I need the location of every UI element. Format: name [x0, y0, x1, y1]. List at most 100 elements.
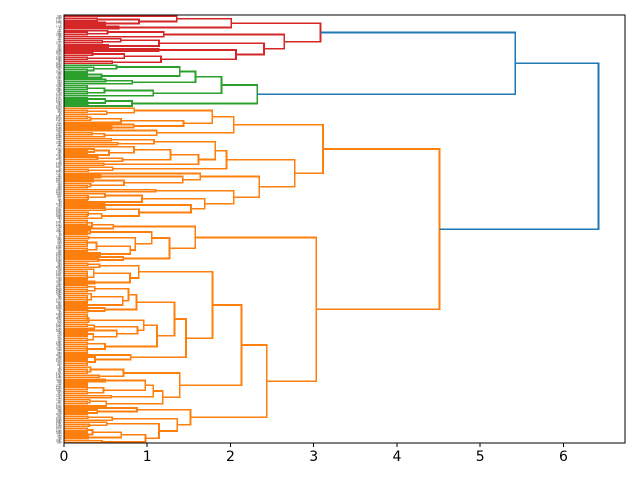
leaf-label: 1224: [56, 360, 62, 363]
leaf-label: 1468: [56, 313, 62, 316]
leaf-label: 1314: [56, 395, 62, 398]
leaf-label: 1525: [56, 42, 62, 45]
leaf-label: 50: [59, 233, 62, 236]
leaf-label: 153: [57, 340, 62, 343]
leaf-label: 534: [57, 132, 62, 135]
leaf-label: 1079: [56, 407, 62, 410]
leaf-label: 899: [57, 442, 62, 445]
leaf-label: 1473: [56, 99, 62, 102]
leaf-label: 54: [59, 366, 62, 369]
leaf-label: 830: [57, 195, 62, 198]
leaf-label: 95: [59, 311, 62, 314]
leaf-label: 508: [57, 83, 62, 86]
leaf-label: 417: [57, 227, 62, 230]
leaf-label: 1086: [56, 429, 62, 432]
leaf-label: 1507: [56, 166, 62, 169]
leaf-label: 403: [57, 91, 62, 94]
leaf-label: 2065: [56, 329, 62, 332]
leaf-label: 1575: [56, 287, 62, 290]
leaf-label: 1324: [56, 148, 62, 151]
leaf-label: 378: [57, 338, 62, 341]
leaf-label: 1062: [56, 293, 62, 296]
leaf-label: 1127: [56, 236, 62, 239]
leaf-label: 1050: [56, 254, 62, 257]
leaf-label: 1188: [56, 162, 62, 165]
leaf-label: 546: [57, 15, 62, 18]
leaf-label: 1522: [56, 405, 62, 408]
leaf-label: 1288: [56, 136, 62, 139]
leaf-label: 1173: [56, 399, 62, 402]
leaf-label: 553: [57, 433, 62, 436]
leaf-label: 1745: [56, 423, 62, 426]
leaf-label: 1974: [56, 180, 62, 183]
green-cluster-links: [64, 64, 258, 107]
leaf-label: 1263: [56, 223, 62, 226]
leaf-label: 1450: [56, 85, 62, 88]
leaf-label: 1049: [56, 127, 62, 130]
leaf-label: 531: [57, 44, 62, 47]
leaf-label: 1449: [56, 21, 62, 24]
leaf-label: 156: [57, 368, 62, 371]
leaf-label: 2039: [56, 64, 62, 67]
leaf-label: 962: [57, 48, 62, 51]
leaf-label: 1967: [56, 284, 62, 287]
leaf-label: 1561: [56, 134, 62, 137]
leaf-label: 557: [57, 335, 62, 338]
leaf-label: 321: [57, 303, 62, 306]
leaf-label: 221: [57, 30, 62, 33]
leaf-label: 1600: [56, 58, 62, 61]
leaf-label: 1338: [56, 425, 62, 428]
leaf-label: 434: [57, 391, 62, 394]
leaf-label: 799: [57, 60, 62, 63]
leaf-label: 622: [57, 121, 62, 124]
leaf-label: 127: [57, 370, 62, 373]
leaf-label: 746: [57, 297, 62, 300]
leaf-label: 1745: [56, 327, 62, 330]
leaf-label: 1612: [56, 138, 62, 141]
leaf-label: 1736: [56, 225, 62, 228]
leaf-label: 736: [57, 331, 62, 334]
leaf-label: 860: [57, 187, 62, 190]
leaf-label: 1926: [56, 209, 62, 212]
leaf-label: 76: [59, 160, 62, 163]
leaf-label: 313: [57, 140, 62, 143]
leaf-label: 2096: [56, 325, 62, 328]
leaf-label: 1410: [56, 272, 62, 275]
leaf-label: 1357: [56, 115, 62, 118]
leaf-label: 1824: [56, 193, 62, 196]
leaf-label: 1822: [56, 389, 62, 392]
leaf-label: 926: [57, 380, 62, 383]
leaf-label: 1889: [56, 421, 62, 424]
leaf-label: 1089: [56, 66, 62, 69]
leaf-label: 889: [57, 352, 62, 355]
leaf-label: 666: [57, 238, 62, 241]
leaf-label: 1986: [56, 291, 62, 294]
leaf-label: 2096: [56, 170, 62, 173]
leaf-label: 1169: [56, 56, 62, 59]
leaf-label: 1558: [56, 348, 62, 351]
leaf-label: 1714: [56, 93, 62, 96]
leaf-label: 385: [57, 174, 62, 177]
leaf-label: 769: [57, 36, 62, 39]
leaf-label: 1043: [56, 354, 62, 357]
leaf-label: 1358: [56, 305, 62, 308]
x-tick-label: 3: [309, 449, 318, 465]
leaf-label: 1860: [56, 431, 62, 434]
leaf-label: 43: [59, 113, 62, 116]
leaf-label: 1613: [56, 107, 62, 110]
leaf-label: 2041: [56, 440, 62, 443]
leaf-label: 1135: [56, 270, 62, 273]
leaf-label: 1635: [56, 158, 62, 161]
leaf-label: 77: [59, 219, 62, 222]
leaf-label: 229: [57, 315, 62, 318]
leaf-label: 1747: [56, 172, 62, 175]
leaf-label: 23: [59, 27, 62, 30]
leaf-label: 2079: [56, 117, 62, 120]
leaf-label: 1797: [56, 374, 62, 377]
leaf-label: 222: [57, 397, 62, 400]
leaf-label: 953: [57, 393, 62, 396]
leaf-label: 827: [57, 87, 62, 90]
leaf-label: 1880: [56, 215, 62, 218]
leaf-label: 140: [57, 156, 62, 159]
